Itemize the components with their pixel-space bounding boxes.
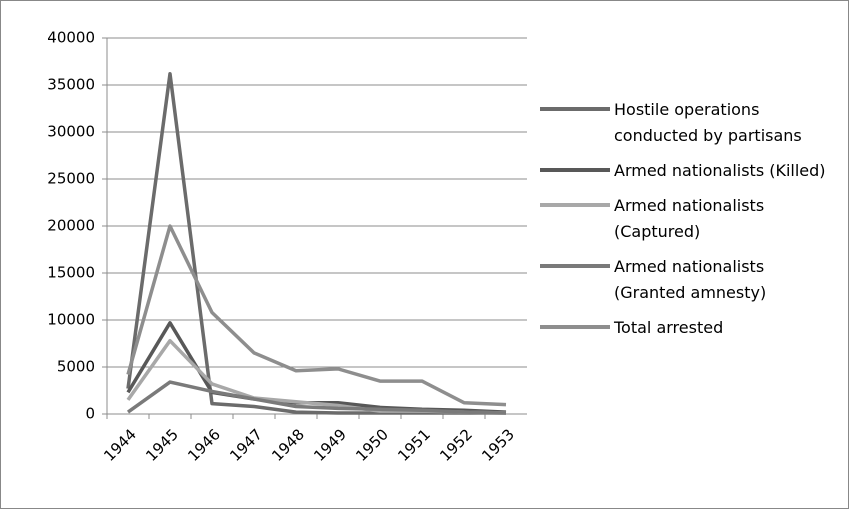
legend-key <box>540 107 610 111</box>
series-line <box>126 380 507 415</box>
y-tick-label: 25000 <box>47 170 95 188</box>
legend: Hostile operations conducted by partisan… <box>540 97 840 350</box>
y-tick-label: 0 <box>85 405 95 423</box>
legend-item: Armed nationalists (Captured) <box>540 193 840 245</box>
legend-item: Hostile operations conducted by partisan… <box>540 97 840 149</box>
y-tick-label: 10000 <box>47 311 95 329</box>
y-tick-label: 40000 <box>47 29 95 47</box>
legend-key <box>540 264 610 268</box>
y-tick-label: 35000 <box>47 76 95 94</box>
y-tick-label: 20000 <box>47 217 95 235</box>
legend-key <box>540 203 610 207</box>
legend-key <box>540 168 610 172</box>
series-line <box>126 224 507 407</box>
y-tick-label: 15000 <box>47 264 95 282</box>
y-tick-label: 30000 <box>47 123 95 141</box>
legend-label: Armed nationalists (Granted amnesty) <box>614 257 767 302</box>
legend-item: Armed nationalists (Killed) <box>540 158 840 184</box>
legend-label: Total arrested <box>614 318 724 337</box>
legend-label: Armed nationalists (Killed) <box>614 161 826 180</box>
legend-key <box>540 325 610 329</box>
legend-label: Hostile operations conducted by partisan… <box>614 100 802 145</box>
legend-item: Armed nationalists (Granted amnesty) <box>540 254 840 306</box>
legend-item: Total arrested <box>540 315 840 341</box>
legend-label: Armed nationalists (Captured) <box>614 196 765 241</box>
y-tick-label: 5000 <box>57 358 95 376</box>
